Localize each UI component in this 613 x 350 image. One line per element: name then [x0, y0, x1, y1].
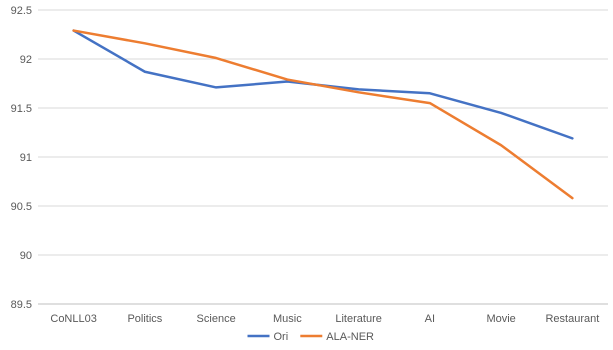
gridlines [38, 9, 608, 305]
series-lines [72, 29, 574, 200]
x-axis-ticks: CoNLL03 Politics Science Music Literature AI M… [50, 313, 599, 325]
y-tick-label: 91 [20, 152, 32, 164]
y-tick-label: 90.5 [11, 201, 32, 213]
legend-item-ala-ner: ALA-NER [300, 331, 374, 343]
x-tick-label: Science [197, 313, 236, 325]
x-tick-label: Music [273, 313, 302, 325]
x-tick-label: AI [425, 313, 435, 325]
x-tick-label: Restaurant [545, 313, 599, 325]
y-tick-label: 91.5 [11, 103, 32, 115]
series-line-ala-ner [72, 29, 574, 200]
y-tick-label: 90 [20, 250, 32, 262]
y-tick-label: 92.5 [11, 5, 32, 17]
x-tick-label: Politics [127, 313, 162, 325]
x-tick-label: Movie [486, 313, 515, 325]
series-line-ori [72, 29, 574, 140]
x-tick-label: CoNLL03 [50, 313, 96, 325]
legend: Ori ALA-NER [247, 331, 374, 343]
y-axis-ticks: 89.5 90 90.5 91 91.5 92 92.5 [11, 5, 32, 311]
legend-label: Ori [274, 331, 289, 343]
legend-label: ALA-NER [326, 331, 374, 343]
x-tick-label: Literature [335, 313, 381, 325]
y-tick-label: 92 [20, 54, 32, 66]
legend-item-ori: Ori [247, 331, 289, 343]
y-tick-label: 89.5 [11, 299, 32, 311]
